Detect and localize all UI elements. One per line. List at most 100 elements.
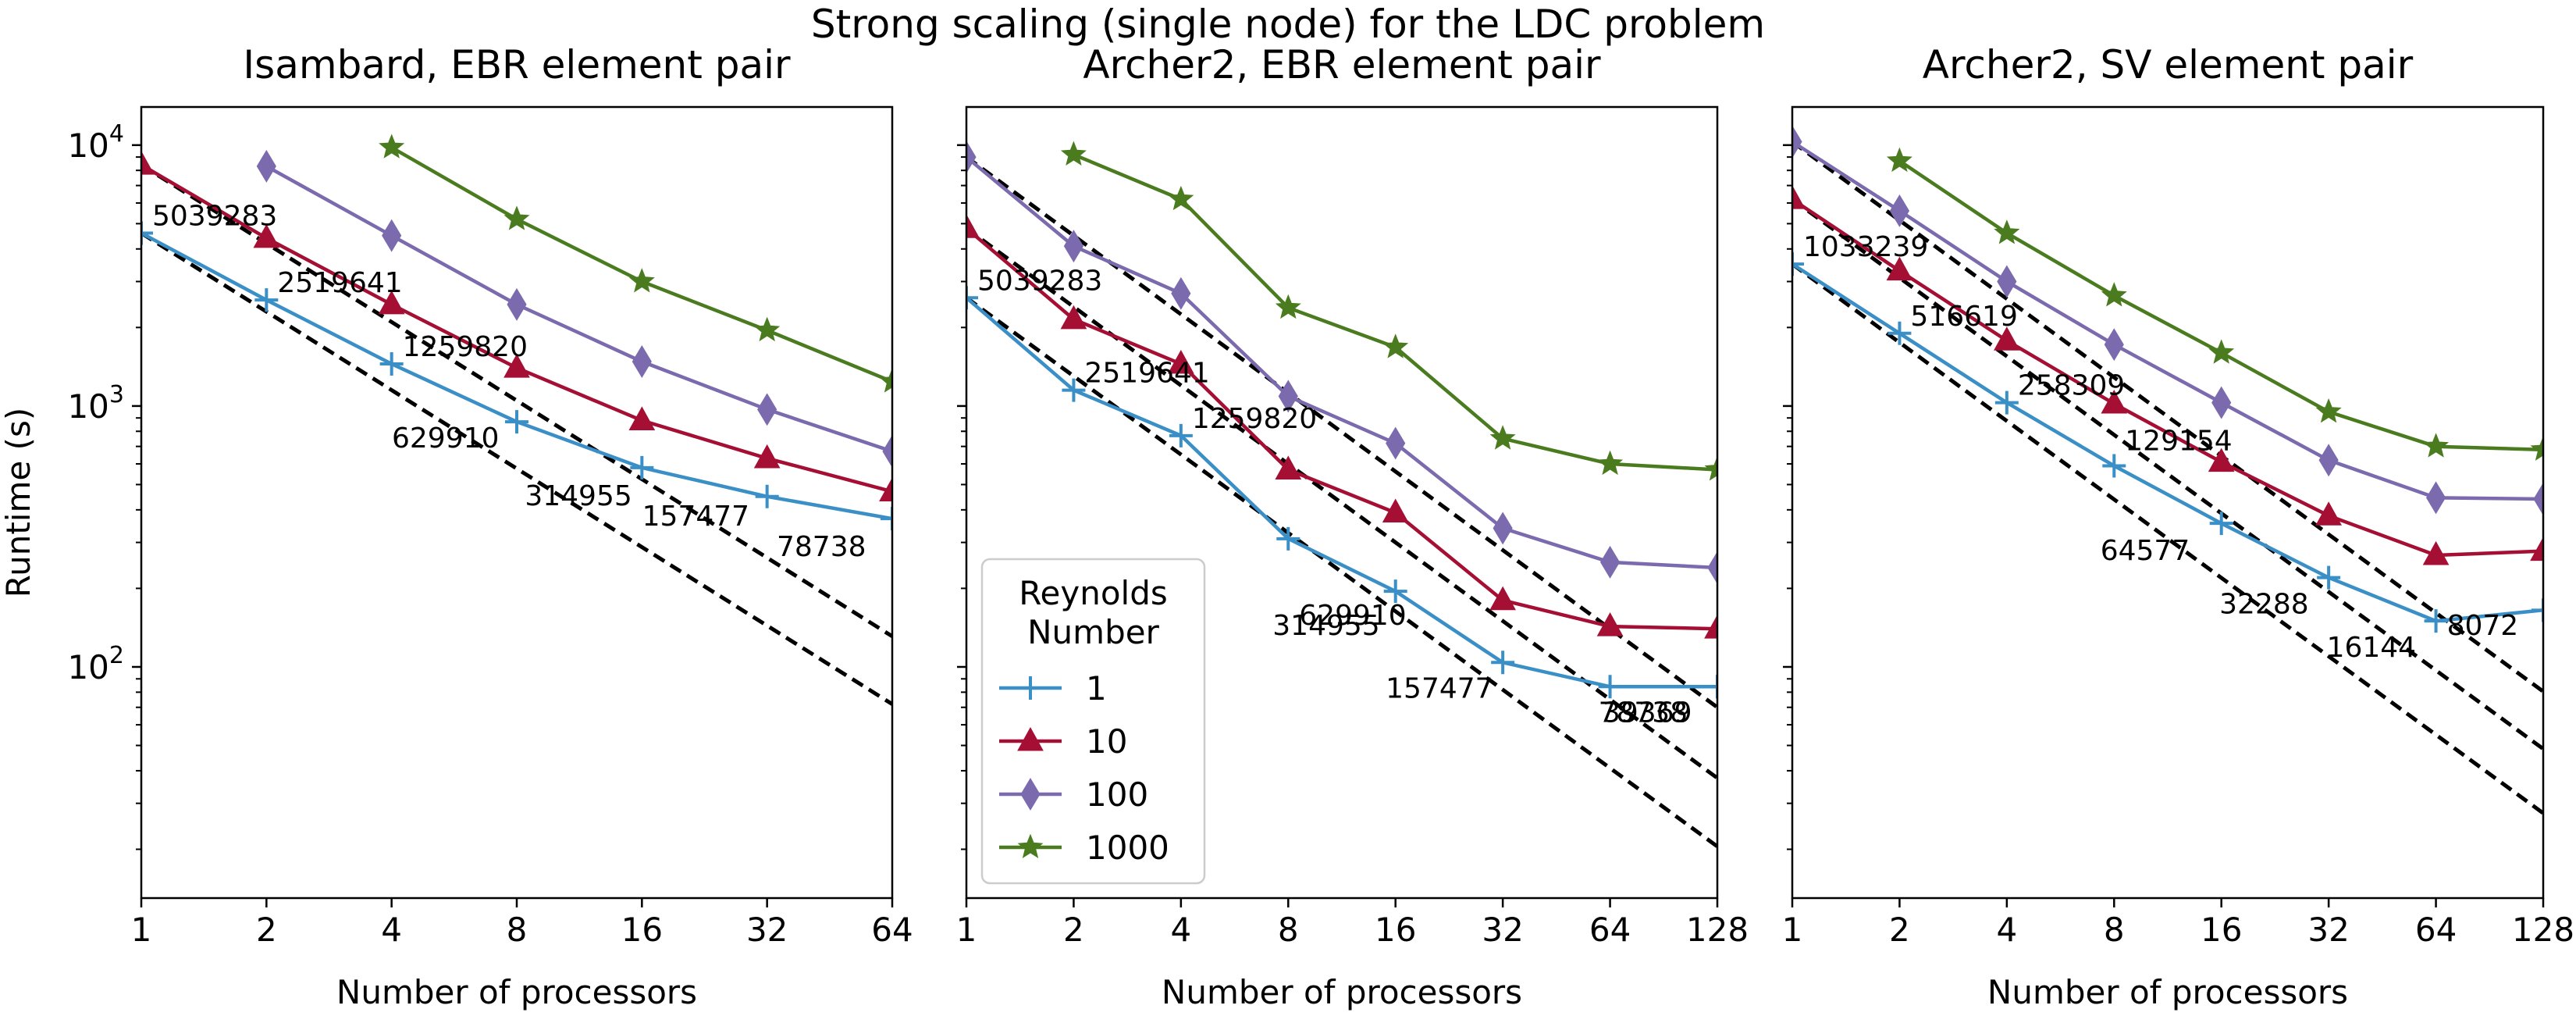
data-point-100: [2533, 483, 2543, 515]
point-annotation: 516619: [1910, 301, 2017, 333]
data-point-100: [757, 393, 777, 426]
data-point-1: [2102, 454, 2126, 478]
x-tick-label: 4: [381, 911, 402, 949]
data-point-1: [2424, 609, 2448, 633]
data-point-100: [2211, 386, 2232, 419]
plot-area: [966, 141, 1717, 848]
panel-title: Archer2, SV element pair: [1923, 42, 2414, 87]
data-point-1000: [628, 268, 655, 293]
legend-label: 1000: [1086, 829, 1169, 867]
data-point-10: [1596, 612, 1624, 636]
series-line-100: [1792, 140, 2543, 501]
data-point-100: [1997, 265, 2017, 298]
legend-label: 100: [1086, 775, 1148, 814]
x-tick-label: 4: [1996, 911, 2017, 949]
legend-marker: [1017, 726, 1044, 751]
chart-panel-2: 1 2 4 8 16 32 64 128 5039283 2519641 1259820 629910…: [956, 42, 1749, 1011]
data-point-100: [882, 435, 892, 468]
x-tick-label: 8: [507, 911, 528, 949]
data-point-100: [1599, 545, 1621, 579]
axes-frame: [965, 105, 1719, 900]
ideal-scaling-line: [1792, 140, 2543, 693]
data-point-100: [1889, 194, 1910, 227]
x-tick-label: 1: [1782, 911, 1803, 949]
data-point-10: [966, 214, 980, 238]
point-annotation: 1259820: [403, 331, 528, 363]
x-axis-label: Number of processors: [1162, 973, 1522, 1011]
x-tick-label: 32: [746, 911, 788, 949]
x-tick-label: 1: [131, 911, 152, 949]
x-tick-label: 32: [2307, 911, 2349, 949]
data-point-1000: [2315, 397, 2342, 423]
data-point-100: [1278, 380, 1298, 413]
y-tick-label: 102: [67, 642, 124, 686]
data-point-100: [1493, 512, 1513, 545]
series-line-100: [966, 155, 1717, 570]
data-point-1: [1276, 526, 1300, 551]
data-point-100: [632, 345, 652, 378]
data-point-10: [1060, 305, 1087, 330]
x-tick-label: 64: [871, 911, 913, 949]
point-annotation: 64577: [2101, 535, 2190, 567]
point-annotation: 8072: [2447, 610, 2519, 642]
data-point-1: [881, 507, 892, 531]
point-annotation: 314955: [1272, 610, 1379, 642]
x-tick-label: 64: [2415, 911, 2457, 949]
y-axis-label: Runtime (s): [0, 408, 37, 597]
point-annotation: 2519641: [1084, 358, 1209, 390]
legend-entry-100: 100: [999, 775, 1148, 814]
point-annotation: 1259820: [1192, 403, 1317, 435]
point-annotation: 78738: [777, 531, 866, 563]
series-line-1: [966, 296, 1717, 689]
x-tick-label: 16: [621, 911, 663, 949]
point-annotation: 32288: [2219, 589, 2309, 621]
data-point-10: [1994, 326, 2020, 351]
x-tick-label: 64: [1589, 911, 1631, 949]
x-tick-label: 8: [2104, 911, 2125, 949]
data-point-1000: [379, 134, 405, 159]
data-point-100: [1792, 125, 1802, 159]
data-point-100: [256, 149, 276, 183]
legend-entry-1000: 1000: [999, 829, 1169, 867]
data-point-1000: [2423, 433, 2450, 458]
data-point-100: [1386, 426, 1406, 460]
point-annotation: 5039283: [977, 265, 1102, 297]
data-point-1: [1994, 390, 2019, 415]
chart-panels: 1 2 4 8 16 32 64102103104503928325196411259820…: [0, 42, 2574, 1011]
data-point-1: [2532, 598, 2543, 622]
data-point-10: [2315, 501, 2342, 526]
point-annotation: 314955: [525, 480, 632, 512]
y-tick-label: 103: [67, 381, 124, 426]
data-point-1000: [2208, 339, 2235, 364]
legend-box: [980, 558, 1206, 885]
data-point-10: [2530, 537, 2543, 561]
data-point-1: [379, 351, 404, 376]
x-tick-label: 4: [1170, 911, 1191, 949]
x-tick-label: 32: [1482, 911, 1523, 949]
data-point-10: [879, 477, 892, 501]
data-point-1: [1169, 423, 1193, 447]
legend-label: 1: [1086, 669, 1107, 708]
data-point-1: [1598, 675, 1622, 699]
point-annotation: 157477: [1386, 672, 1493, 704]
x-axis-label: Number of processors: [336, 973, 697, 1011]
x-tick-label: 1: [956, 911, 977, 949]
data-point-1: [1792, 252, 1804, 276]
data-point-1: [1491, 651, 1515, 675]
chart-panel-1: 1 2 4 8 16 32 64 102 103 104 5039283 25196411259820…: [0, 42, 913, 1011]
legend-entry-1: 1: [999, 669, 1107, 708]
data-point-100: [966, 141, 977, 174]
plot-area: [1792, 125, 2543, 815]
series-line-100: [265, 164, 892, 454]
point-annotation: 2519641: [277, 267, 402, 299]
data-point-10: [378, 290, 405, 315]
data-point-1000: [1704, 456, 1717, 481]
y-tick-label: 104: [67, 120, 124, 165]
data-point-1000: [2530, 436, 2543, 461]
data-point-10: [2422, 540, 2450, 565]
data-point-1000: [1168, 185, 1194, 211]
data-point-10: [253, 223, 280, 248]
data-point-100: [382, 219, 402, 252]
data-point-10: [1792, 185, 1806, 209]
